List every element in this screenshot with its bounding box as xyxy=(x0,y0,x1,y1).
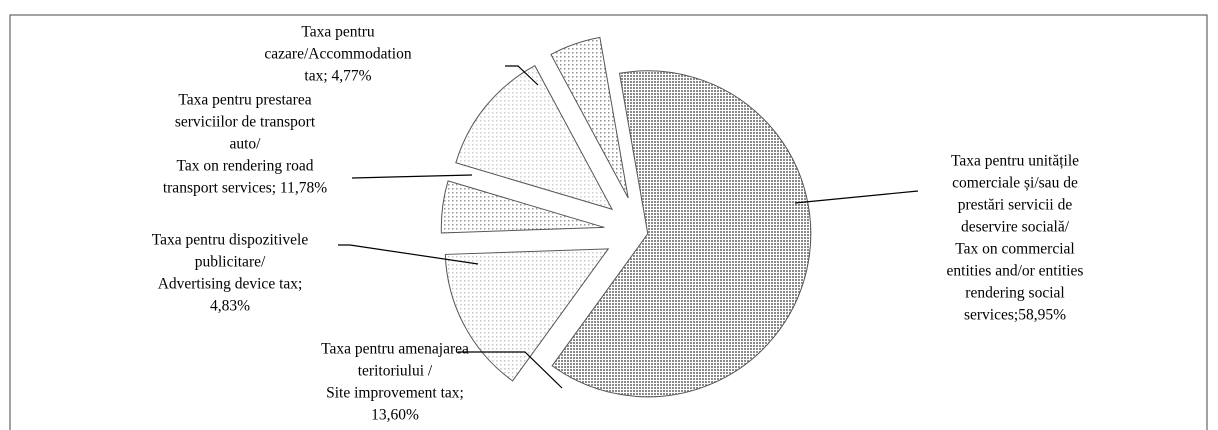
data-label-line: teritoriului / xyxy=(358,363,433,380)
data-label: Taxa pentru dispozitivele publicitare/Adv… xyxy=(152,232,309,315)
data-label: Taxa pentru amenajarea teritoriului / Site… xyxy=(321,341,469,424)
data-label-line: comerciale și/sau de xyxy=(952,175,1078,192)
data-label-line: Taxa pentru xyxy=(301,24,375,41)
data-label: Taxa pentru prestarea serviciilor de tran… xyxy=(163,92,327,197)
data-label-line: Advertising device tax; xyxy=(158,276,303,293)
data-label-line: Site improvement tax; xyxy=(326,385,464,402)
data-label-line: deservire socială/ xyxy=(961,219,1070,236)
data-label-line: Tax on commercial xyxy=(955,241,1074,258)
data-label-line: transport services; 11,78% xyxy=(163,180,327,197)
data-label-line: publicitare/ xyxy=(195,254,266,271)
data-label-line: 4,83% xyxy=(210,298,250,315)
data-label-line: serviciilor de transport xyxy=(175,114,316,131)
pie-slice xyxy=(455,65,614,211)
data-label-line: 13,60% xyxy=(371,407,419,424)
data-label-line: prestări servicii de xyxy=(958,197,1073,214)
data-label-line: rendering social xyxy=(965,285,1064,302)
data-label-line: auto/ xyxy=(230,136,262,153)
pie-slice xyxy=(444,248,610,382)
data-label-line: Taxa pentru prestarea xyxy=(178,92,311,109)
pie-slice xyxy=(551,70,812,398)
leader-line xyxy=(458,351,563,389)
data-label-line: Taxa pentru dispozitivele xyxy=(152,232,309,249)
chart-frame xyxy=(9,14,1208,430)
data-label-line: Taxa pentru amenajarea xyxy=(321,341,469,358)
data-label-line: entities and/or entities xyxy=(947,263,1084,280)
data-label: Taxa pentru unitățile comerciale și/sau d… xyxy=(947,153,1084,324)
data-label: Taxa pentru cazare/Accommodation tax; 4,77… xyxy=(264,24,411,85)
pie-slice xyxy=(550,36,629,199)
data-label-line: Tax on rendering road xyxy=(176,158,313,175)
leader-line xyxy=(505,65,539,86)
leader-line xyxy=(338,244,479,265)
data-label-line: cazare/Accommodation xyxy=(264,46,411,63)
pie-slice xyxy=(440,180,605,234)
data-label-line: services;58,95% xyxy=(964,307,1066,324)
leader-line xyxy=(794,190,919,204)
leader-line xyxy=(351,174,473,179)
data-label-line: Taxa pentru unitățile xyxy=(951,153,1079,170)
data-label-line: tax; 4,77% xyxy=(304,68,371,85)
